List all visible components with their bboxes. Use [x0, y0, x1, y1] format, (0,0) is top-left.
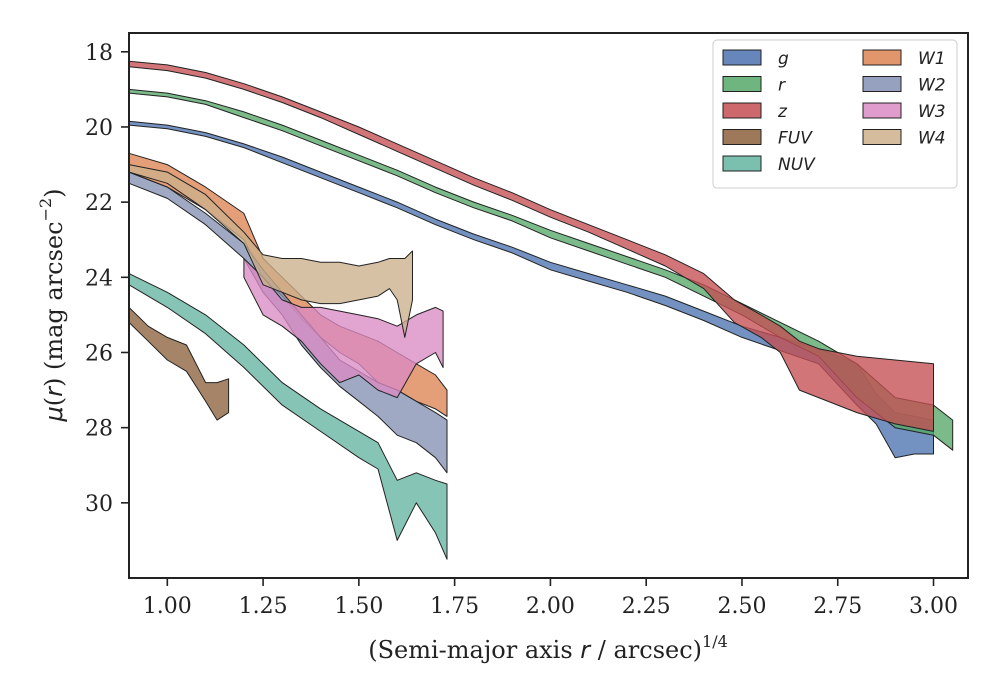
legend-swatch-W1 [862, 49, 902, 66]
legend-label-g: g [778, 49, 789, 69]
legend-label-r: r [778, 76, 786, 96]
legend-label-z: z [777, 102, 788, 122]
x-tick-label: 2.00 [526, 594, 575, 619]
legend-swatch-z [722, 102, 762, 119]
band-r [128, 88, 954, 451]
legend-swatch-W2 [862, 76, 902, 92]
legend-swatch-NUV [722, 155, 762, 172]
x-tick-label: 1.75 [430, 594, 479, 619]
legend-label-W3: W3 [918, 102, 946, 122]
x-tick-label: 2.75 [813, 594, 862, 619]
legend-label-W2: W2 [918, 76, 946, 96]
x-axis: 1.00 1.25 1.50 1.75 2.00 2.25 2.50 2.75 3.00 [143, 578, 958, 619]
legend-label-W1: W1 [918, 49, 946, 69]
x-tick-label: 1.25 [239, 594, 288, 619]
legend-label-FUV: FUV [778, 129, 813, 149]
y-tick-label: 28 [85, 417, 113, 442]
x-tick-label: 2.25 [622, 594, 671, 619]
y-tick-label: 20 [85, 116, 113, 141]
legend-swatch-W3 [862, 102, 902, 119]
legend-label-NUV: NUV [778, 155, 816, 175]
x-tick-label: 1.50 [334, 594, 383, 619]
x-tick-label: 1.00 [143, 594, 192, 619]
band-z [128, 60, 934, 432]
band-g [128, 120, 934, 459]
legend-swatch-r [722, 76, 762, 92]
y-tick-label: 30 [85, 492, 113, 517]
y-axis: 18 20 22 24 26 28 30 [85, 41, 129, 517]
band-W4 [128, 164, 413, 338]
y-tick-label: 18 [85, 41, 113, 66]
band-W3 [243, 258, 444, 399]
chart-plot-area [128, 60, 954, 560]
y-axis-label: μ(r) (mag arcsec−2) [36, 188, 68, 422]
x-tick-label: 2.50 [717, 594, 766, 619]
legend-label-W4: W4 [918, 129, 946, 149]
legend-swatch-g [722, 49, 762, 66]
y-tick-label: 22 [85, 191, 113, 216]
x-tick-label: 3.00 [909, 594, 958, 619]
axes-frame [128, 32, 969, 579]
legend-swatch-FUV [722, 129, 762, 145]
band-NUV [128, 273, 448, 560]
y-tick-label: 26 [85, 341, 113, 366]
y-tick-label: 24 [85, 266, 113, 291]
x-axis-label: (Semi-major axis r / arcsec)1/4 [368, 632, 728, 664]
legend-swatch-W4 [862, 129, 902, 145]
band-FUV [128, 306, 230, 421]
legend: grz FUV NUV W1 W2 W3 W4 [712, 39, 958, 189]
